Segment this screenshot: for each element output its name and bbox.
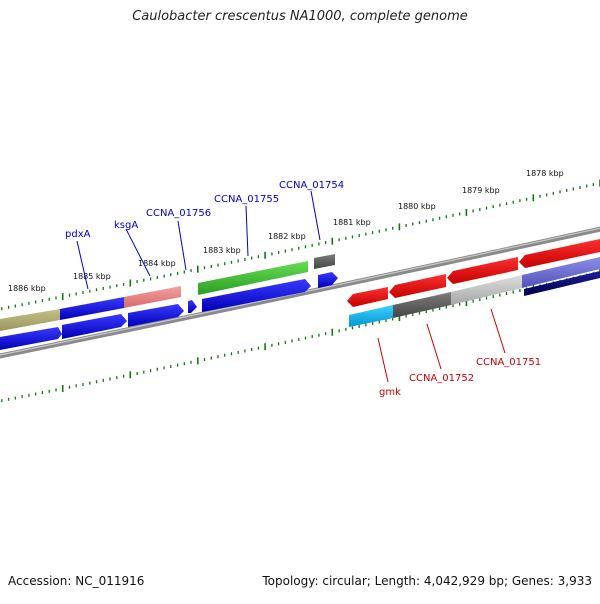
gene-red-c[interactable] (447, 257, 518, 284)
leader-gmk (377, 337, 389, 383)
gene-blue-a[interactable] (0, 327, 62, 350)
gene-CCNA_01752[interactable] (393, 292, 451, 318)
gene-ksgA[interactable] (124, 286, 181, 308)
gene-blue-c[interactable] (128, 304, 184, 327)
leader-CCNA_01751 (490, 308, 506, 354)
tick-label: 1881 kbp (333, 218, 371, 227)
reverse-strand (347, 239, 600, 327)
gene-olive[interactable] (0, 309, 60, 331)
tick-label: 1880 kbp (398, 202, 436, 211)
tick-label: 1883 kbp (203, 246, 241, 255)
gene-label-pdxA[interactable]: pdxA (65, 229, 91, 240)
forward-strand-lower (0, 272, 338, 350)
genome-summary: Topology: circular; Length: 4,042,929 bp… (262, 574, 592, 588)
outer-tick-scale (1, 179, 600, 311)
gene-red-a[interactable] (347, 287, 388, 307)
tick-label: 1879 kbp (462, 186, 500, 195)
accession-label: Accession: NC_011916 (8, 574, 145, 588)
gene-blue-e[interactable] (318, 272, 338, 288)
gene-red-d[interactable] (519, 239, 600, 268)
leader-CCNA_01752 (426, 323, 442, 370)
leader-pdxA (76, 240, 89, 290)
gene-label-CCNA_01751[interactable]: CCNA_01751 (476, 357, 541, 368)
gene-blue-b[interactable] (62, 314, 127, 339)
gene-lavender[interactable] (522, 257, 600, 288)
gene-label-CCNA_01756[interactable]: CCNA_01756 (146, 208, 211, 219)
gene-label-CCNA_01754[interactable]: CCNA_01754 (279, 180, 344, 191)
gene-label-gmk[interactable]: gmk (379, 387, 401, 398)
gene-CCNA_01754[interactable] (314, 254, 335, 269)
gene-gmk[interactable] (349, 305, 393, 327)
gene-labels: pdxA ksgA CCNA_01756 CCNA_01755 CCNA_017… (65, 180, 541, 398)
genome-backbone (0, 226, 600, 359)
gene-CCNA_01751[interactable] (451, 275, 522, 305)
gene-blue-d[interactable] (202, 279, 311, 312)
label-leaders (76, 190, 506, 383)
gene-CCNA_01756[interactable] (188, 300, 197, 313)
gene-pdxA[interactable] (60, 297, 124, 320)
forward-strand (0, 254, 335, 331)
tick-label: 1882 kbp (268, 232, 306, 241)
tick-label: 1884 kbp (138, 259, 176, 268)
genome-title: Caulobacter crescentus NA1000, complete … (132, 9, 468, 24)
gene-label-CCNA_01752[interactable]: CCNA_01752 (409, 373, 474, 384)
leader-CCNA_01754 (310, 190, 321, 241)
tick-label: 1885 kbp (73, 272, 111, 281)
tick-label: 1878 kbp (526, 169, 564, 178)
gene-red-b[interactable] (389, 274, 446, 298)
gene-label-ksgA[interactable]: ksgA (114, 220, 138, 231)
leader-ksgA (125, 228, 151, 277)
leader-CCNA_01756 (177, 220, 187, 271)
coordinate-labels: 1886 kbp 1885 kbp 1884 kbp 1883 kbp 1882… (8, 169, 564, 293)
gene-label-CCNA_01755[interactable]: CCNA_01755 (214, 194, 279, 205)
gene-navy[interactable] (524, 271, 600, 296)
tick-label: 1886 kbp (8, 284, 46, 293)
gene-CCNA_01755[interactable] (198, 261, 308, 295)
leader-CCNA_01755 (245, 205, 249, 257)
